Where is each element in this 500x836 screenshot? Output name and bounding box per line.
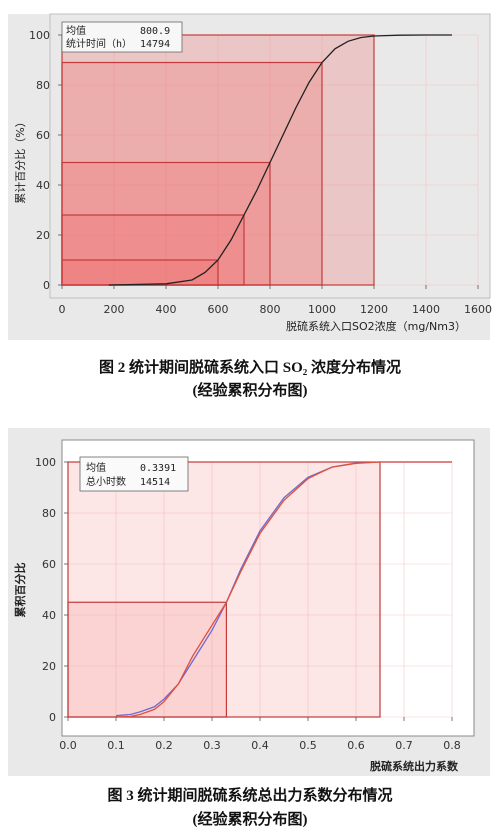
x-tick-label: 1600 <box>464 303 492 316</box>
series-line <box>108 34 452 286</box>
chart-1-caption-sub: (经验累积分布图) <box>193 381 308 399</box>
chart-2-count-value: 14514 <box>140 477 170 488</box>
chart-2-x-ticks: 0.0 0.1 0.2 0.3 0.4 0.5 0.6 0.7 0.8 <box>59 717 461 752</box>
chart-2-series-lines <box>115 461 452 718</box>
chart-1-y-axis-label: 累计百分比（%） <box>14 116 27 203</box>
x-tick-label: 0.5 <box>299 739 317 752</box>
chart-2-y-axis-label: 累积百分比 <box>13 563 27 618</box>
x-tick-label: 0.2 <box>155 739 173 752</box>
x-tick-label: 400 <box>156 303 177 316</box>
chart-2-stats-box: 均值 0.3391 总小时数 14514 <box>79 456 189 492</box>
chart-1-reference-boxes <box>61 34 375 286</box>
x-tick-label: 0.8 <box>443 739 461 752</box>
chart-1-left-margin <box>8 14 50 340</box>
x-tick-label: 0.3 <box>203 739 221 752</box>
chart-2: 0.0 0.1 0.2 0.3 0.4 0.5 0.6 0.7 0.8 0 20 40 60 80 100… <box>8 428 490 776</box>
y-tick-label: 20 <box>42 660 56 673</box>
chart-2-y-ticks: 0 20 40 60 80 100 <box>35 456 68 724</box>
reference-box <box>61 259 219 286</box>
chart-1-plot-frame <box>49 13 491 299</box>
x-tick-label: 1200 <box>360 303 388 316</box>
y-tick-label: 40 <box>42 609 56 622</box>
y-tick-label: 100 <box>29 29 50 42</box>
y-tick-label: 60 <box>42 558 56 571</box>
y-tick-label: 0 <box>49 711 56 724</box>
x-tick-label: 0.7 <box>395 739 413 752</box>
reference-box <box>67 601 227 718</box>
reference-box <box>61 161 271 286</box>
chart-1-mean-label: 均值 <box>66 24 86 37</box>
chart-1-x-axis-label: 脱硫系统入口SO2浓度（mg/Nm3） <box>286 319 466 333</box>
chart-2-caption-sub: (经验累积分布图) <box>193 810 308 828</box>
reference-box <box>61 61 323 286</box>
chart-2-reference-boxes <box>67 461 381 718</box>
chart-2-mean-label: 均值 <box>86 461 106 474</box>
chart-1-caption: 图 2 统计期间脱硫系统入口 SO₂ 浓度分布情况 <box>99 358 401 376</box>
x-tick-label: 0.1 <box>107 739 125 752</box>
chart-1-x-ticks: 0 200 400 600 800 1000 1200 1400 1600 <box>59 285 492 316</box>
chart-1-count-value: 14794 <box>140 39 170 50</box>
y-tick-label: 80 <box>36 79 50 92</box>
reference-box <box>61 214 245 286</box>
x-tick-label: 0.0 <box>59 739 77 752</box>
series-line <box>115 461 452 718</box>
y-tick-label: 100 <box>35 456 56 469</box>
x-tick-label: 1400 <box>412 303 440 316</box>
y-tick-label: 80 <box>42 507 56 520</box>
reference-box <box>67 461 381 718</box>
chart-2-count-label: 总小时数 <box>86 475 126 488</box>
chart-2-plot-frame <box>61 439 475 737</box>
y-tick-label: 40 <box>36 179 50 192</box>
x-tick-label: 200 <box>104 303 125 316</box>
x-tick-label: 0.6 <box>347 739 365 752</box>
chart-1-series-lines <box>108 34 452 286</box>
y-tick-label: 60 <box>36 129 50 142</box>
x-tick-label: 0.4 <box>251 739 269 752</box>
chart-1-count-label: 统计时间（h） <box>66 37 132 50</box>
y-tick-label: 0 <box>43 279 50 292</box>
x-tick-label: 0 <box>59 303 66 316</box>
x-tick-label: 1000 <box>308 303 336 316</box>
chart-1-y-ticks: 0 20 40 60 80 100 <box>29 29 62 292</box>
chart-2-caption: 图 3 统计期间脱硫系统总出力系数分布情况 <box>107 786 392 804</box>
chart-1-mean-value: 800.9 <box>140 26 170 37</box>
chart-2-x-axis-label: 脱硫系统出力系数 <box>370 759 459 773</box>
x-tick-label: 800 <box>260 303 281 316</box>
chart-1: 0 200 400 600 800 1000 1200 1400 1600 0 20 40 60 80 1… <box>8 13 492 340</box>
y-tick-label: 20 <box>36 229 50 242</box>
chart-1-bottom-margin <box>8 298 490 340</box>
x-tick-label: 600 <box>208 303 229 316</box>
chart-2-mean-value: 0.3391 <box>140 463 176 474</box>
chart-1-stats-box: 均值 800.9 统计时间（h） 14794 <box>61 21 183 53</box>
